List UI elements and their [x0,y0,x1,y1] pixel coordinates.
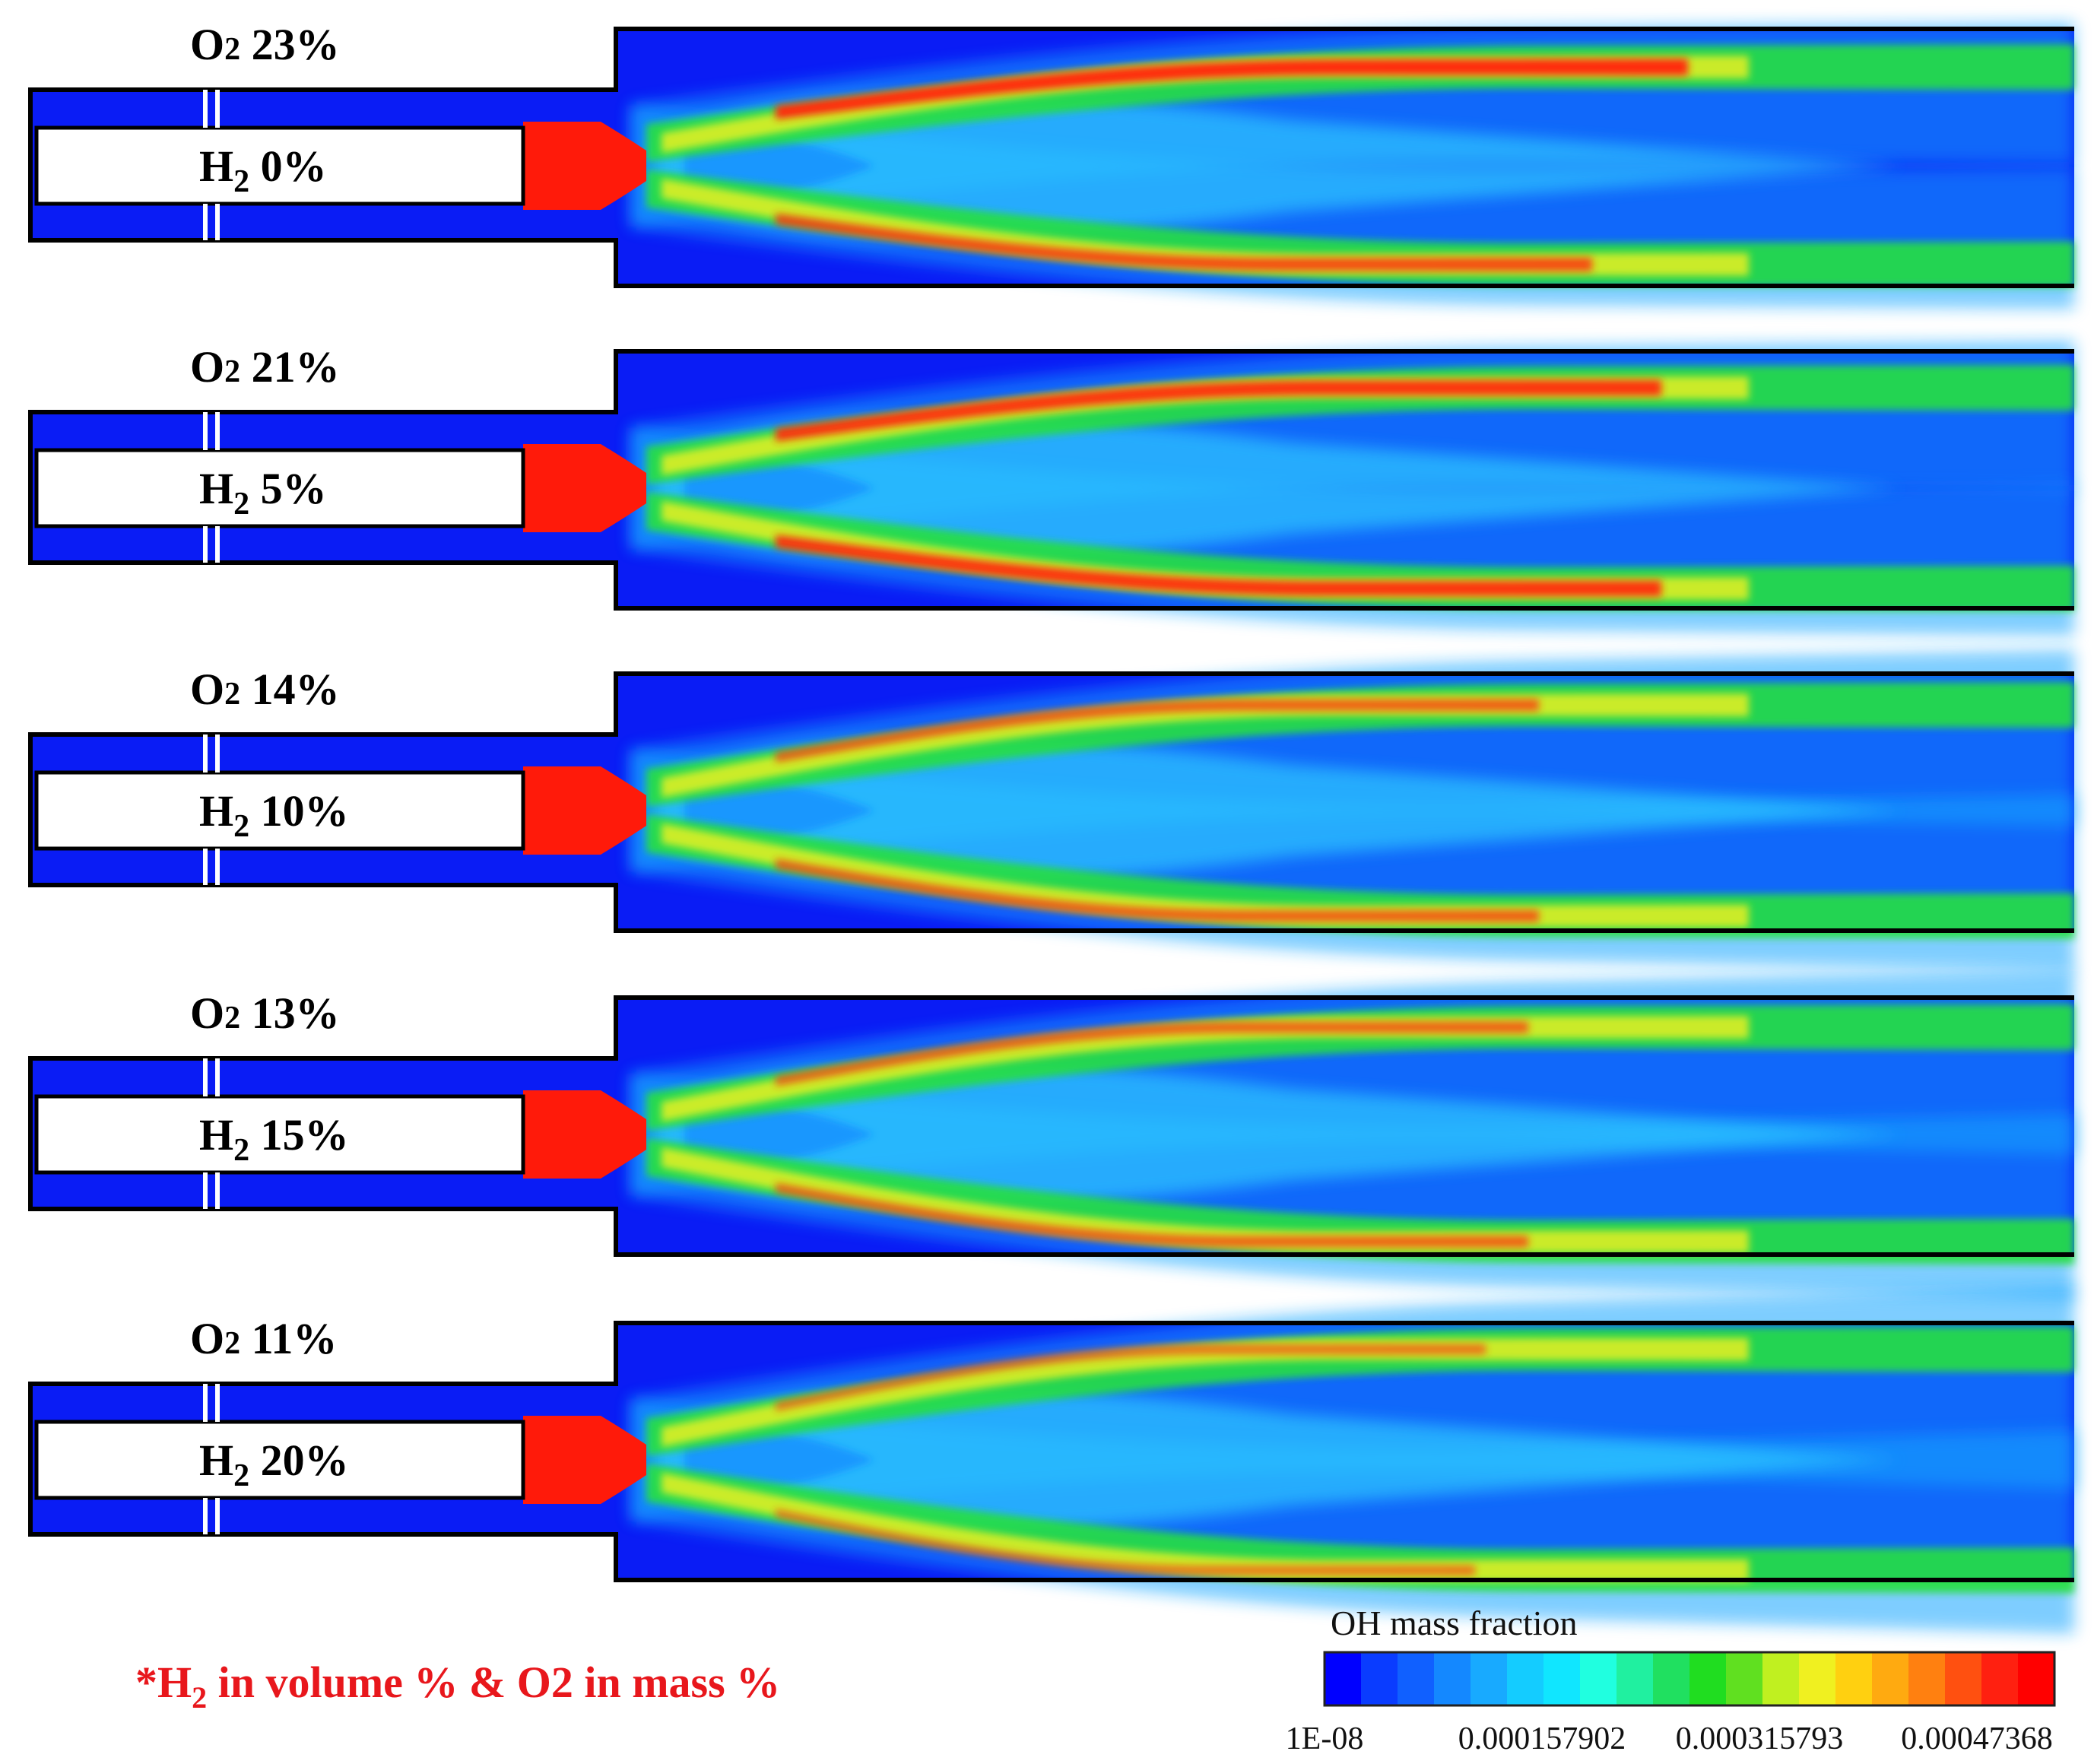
recirculation-zone [684,137,874,195]
colorbar-ticks: 1E-08 0.000157902 0.000315793 0.00047368 [1286,1721,2053,1756]
colorbar-swatch [1544,1652,1581,1705]
o2-label: O2 21% [190,342,340,392]
colorbar-tick-label: 1E-08 [1286,1721,1364,1756]
burner-outline [28,349,2074,611]
nozzle-exit-flame [523,766,646,855]
h2-label: H2 5% [199,464,327,522]
oh-peak-band [776,1021,1528,1087]
burner-outline [28,995,2074,1257]
colorbar-swatch [1580,1652,1617,1705]
colorbar: OH mass fraction 1E-08 0.000157902 0.00031… [1286,1604,2056,1756]
oh-high-band [662,179,1749,276]
units-footnote: *H2 in volume % & O2 in mass % [135,1658,780,1715]
colorbar-swatch [1434,1652,1471,1705]
oh-high-band [662,693,1749,798]
o2-label: O2 14% [190,665,340,714]
oh-peak-band [776,379,1661,442]
colorbar-title: OH mass fraction [1331,1604,1577,1642]
h2-label: H2 10% [199,786,349,844]
h2-label: H2 0% [199,141,327,199]
fuel-pipe [34,125,525,206]
recirculation-zone [684,1106,874,1163]
nozzle-exit-flame [523,444,646,532]
oh-core-zone [654,1061,1901,1207]
o2-label: O2 11% [190,1314,337,1363]
recirculation-zone [684,459,874,517]
oh-peak-band [776,59,1688,119]
colorbar-swatch [1471,1652,1508,1705]
nozzle-exit-flame [523,1090,646,1179]
colorbar-frame [1323,1651,2056,1707]
colorbar-swatch [1872,1652,1909,1705]
colorbar-swatch [1945,1652,1982,1705]
colorbar-swatch [1398,1652,1435,1705]
colorbar-swatch [1908,1652,1946,1705]
colorbar-swatch [1617,1652,1654,1705]
colorbar-swatch [1689,1652,1727,1705]
oh-core-zone [654,93,1901,239]
oh-high-band [662,1016,1749,1122]
colorbar-swatch [1653,1652,1690,1705]
h2-label: H2 15% [199,1110,349,1168]
colorbar-swatches [1325,1652,2055,1705]
oh-high-band [662,1473,1749,1582]
o2-label: O2 23% [190,20,340,69]
oh-peak-band [776,1182,1528,1248]
colorbar-swatch [1762,1652,1800,1705]
colorbar-tick-label: 0.000157902 [1458,1721,1626,1756]
colorbar-swatch [1726,1652,1763,1705]
colorbar-tick-label: 0.000315793 [1676,1721,1844,1756]
oh-peak-band [776,1344,1486,1411]
oh-peak-band [776,699,1539,763]
colorbar-swatch [1799,1652,1836,1705]
contour-panel: O2 13% H2 15% [28,969,2074,1299]
recirculation-zone [684,1431,874,1489]
nozzle-exit-flame [523,1416,646,1504]
burner-outline [28,27,2074,288]
contour-panel: O2 14% H2 10% [28,649,2074,972]
colorbar-swatch [1361,1652,1398,1705]
contour-panel: O2 11% H2 20% [28,1286,2074,1634]
contour-panels: O2 23% H2 0% O2 21% H2 5% O2 14% H2 10% O2 13%… [28,20,2074,1634]
oh-peak-band [776,1509,1475,1576]
nozzle-exit-flame [523,122,646,210]
fuel-pipe [34,448,525,528]
o2-label: O2 13% [190,988,340,1038]
fuel-pipe [34,1420,525,1500]
contour-panel: O2 23% H2 0% [28,20,2074,309]
oh-peak-band [776,858,1539,922]
colorbar-swatch [1325,1652,1362,1705]
colorbar-swatch [1835,1652,1873,1705]
burner-outline [28,1321,2074,1582]
burner-outline [28,671,2074,933]
oh-peak-band [776,213,1592,271]
colorbar-swatch [1507,1652,1544,1705]
colorbar-swatch [1981,1652,2019,1705]
recirculation-zone [684,782,874,839]
oh-core-zone [654,738,1901,884]
oh-high-band [662,823,1749,928]
colorbar-tick-label: 0.00047368 [1901,1721,2053,1756]
oh-high-band [662,1337,1749,1447]
oh-core-zone [654,1387,1901,1533]
fuel-pipe [34,770,525,851]
oh-peak-band [776,535,1661,597]
fuel-pipe [34,1094,525,1175]
oh-high-band [662,1147,1749,1253]
h2-label: H2 20% [199,1436,349,1493]
oh-core-zone [654,415,1901,561]
contour-panel: O2 21% H2 5% [28,341,2074,636]
colorbar-swatch [2018,1652,2055,1705]
